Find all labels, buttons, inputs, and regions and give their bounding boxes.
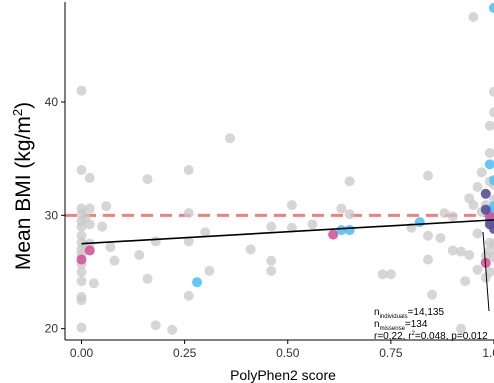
data-point-grey — [225, 133, 235, 144]
y-ticks: 20 30 40 — [45, 95, 65, 336]
data-point-grey — [97, 221, 108, 232]
data-point-blue — [489, 2, 494, 13]
data-point-navy — [480, 188, 491, 199]
data-point-grey — [150, 320, 161, 331]
data-point-grey — [76, 85, 87, 96]
data-point-grey — [101, 201, 112, 212]
data-point-grey — [109, 255, 120, 266]
data-point-grey — [88, 278, 99, 289]
data-point-grey — [84, 219, 95, 230]
data-point-grey — [105, 242, 116, 253]
data-point-grey — [84, 172, 95, 183]
data-point-grey — [427, 289, 438, 300]
data-point-pink — [84, 245, 95, 256]
data-point-grey — [423, 230, 433, 241]
data-point-grey — [344, 209, 355, 220]
data-point-grey — [385, 269, 396, 280]
data-point-grey — [286, 200, 297, 211]
data-point-grey — [472, 228, 483, 239]
trend-line — [81, 219, 494, 245]
data-point-grey — [468, 200, 479, 211]
data-point-grey — [142, 273, 153, 284]
data-point-navy — [480, 204, 491, 215]
data-point-grey — [472, 182, 483, 192]
data-point-grey — [435, 233, 446, 243]
trend-layer — [81, 219, 494, 245]
data-point-blue — [192, 277, 202, 288]
data-point-grey — [489, 86, 494, 97]
y-axis-label: Mean BMI (kg/m2) — [10, 102, 35, 270]
x-tick-label: 1.00 — [482, 346, 494, 360]
y-tick-label: 40 — [45, 95, 59, 109]
data-point-grey — [307, 219, 318, 230]
x-tick-label: 0.25 — [173, 346, 197, 360]
data-point-grey — [456, 323, 466, 334]
data-point-grey — [464, 250, 475, 260]
data-point-grey — [200, 227, 211, 238]
y-tick-label: 30 — [45, 208, 59, 222]
x-tick-label: 0.00 — [70, 346, 94, 360]
data-point-pink — [76, 254, 87, 265]
data-point-grey — [286, 222, 297, 233]
data-point-grey — [423, 254, 433, 265]
data-point-grey — [183, 290, 194, 301]
data-point-navy — [489, 223, 494, 234]
data-point-grey — [476, 167, 487, 178]
data-point-grey — [377, 269, 388, 280]
data-point-grey — [84, 203, 95, 214]
data-point-grey — [484, 267, 494, 277]
data-point-grey — [76, 267, 87, 277]
data-point-grey — [266, 221, 277, 232]
x-axis-label: PolyPhen2 score — [230, 367, 336, 383]
y-tick-label: 20 — [45, 322, 59, 336]
data-point-grey — [489, 107, 494, 118]
data-point-grey — [134, 250, 145, 260]
data-point-grey — [266, 255, 277, 266]
x-tick-label: 0.75 — [379, 346, 403, 360]
x-tick-label: 0.50 — [276, 346, 300, 360]
data-point-grey — [183, 165, 194, 175]
stats-annotation: nindividuals=14,135 nmissense=134 r=0.22… — [374, 307, 488, 342]
x-ticks: 0.00 0.25 0.50 0.75 1.00 — [70, 340, 494, 360]
data-point-grey — [76, 276, 87, 287]
data-point-grey — [468, 12, 479, 22]
data-point-grey — [76, 322, 87, 333]
n-individuals-text: nindividuals=14,135 — [374, 307, 444, 320]
data-point-grey — [183, 236, 194, 247]
data-point-grey — [245, 244, 256, 255]
data-point-grey — [76, 221, 87, 232]
n-missense-text: nmissense=134 — [374, 319, 428, 332]
annotation-pointer — [482, 231, 490, 312]
data-point-grey — [204, 265, 215, 276]
data-point-grey — [439, 208, 450, 219]
data-point-grey — [76, 165, 87, 175]
data-point-grey — [167, 324, 178, 335]
data-point-grey — [142, 174, 153, 185]
data-point-grey — [472, 264, 483, 275]
data-point-grey — [447, 211, 458, 222]
data-point-grey — [423, 170, 433, 181]
data-point-grey — [266, 265, 277, 276]
data-point-grey — [336, 203, 347, 214]
data-point-grey — [447, 245, 458, 256]
data-point-grey — [489, 252, 494, 263]
data-point-pink — [328, 229, 339, 240]
data-point-grey — [150, 236, 161, 247]
data-point-blue — [344, 225, 355, 236]
points-layer — [76, 2, 494, 335]
data-point-grey — [344, 176, 355, 187]
data-point-grey — [76, 295, 87, 306]
correlation-stats-text: r=0.22, r2=0.048, p=0.012 — [374, 331, 488, 342]
data-point-blue — [484, 159, 494, 170]
data-point-blue — [336, 225, 347, 236]
data-point-grey — [484, 148, 494, 158]
data-point-blue — [489, 175, 494, 186]
data-point-grey — [460, 276, 471, 287]
data-point-grey — [456, 246, 466, 257]
data-point-grey — [484, 120, 494, 131]
data-point-grey — [183, 208, 194, 219]
data-point-grey — [489, 238, 494, 249]
data-point-blue — [414, 217, 425, 228]
